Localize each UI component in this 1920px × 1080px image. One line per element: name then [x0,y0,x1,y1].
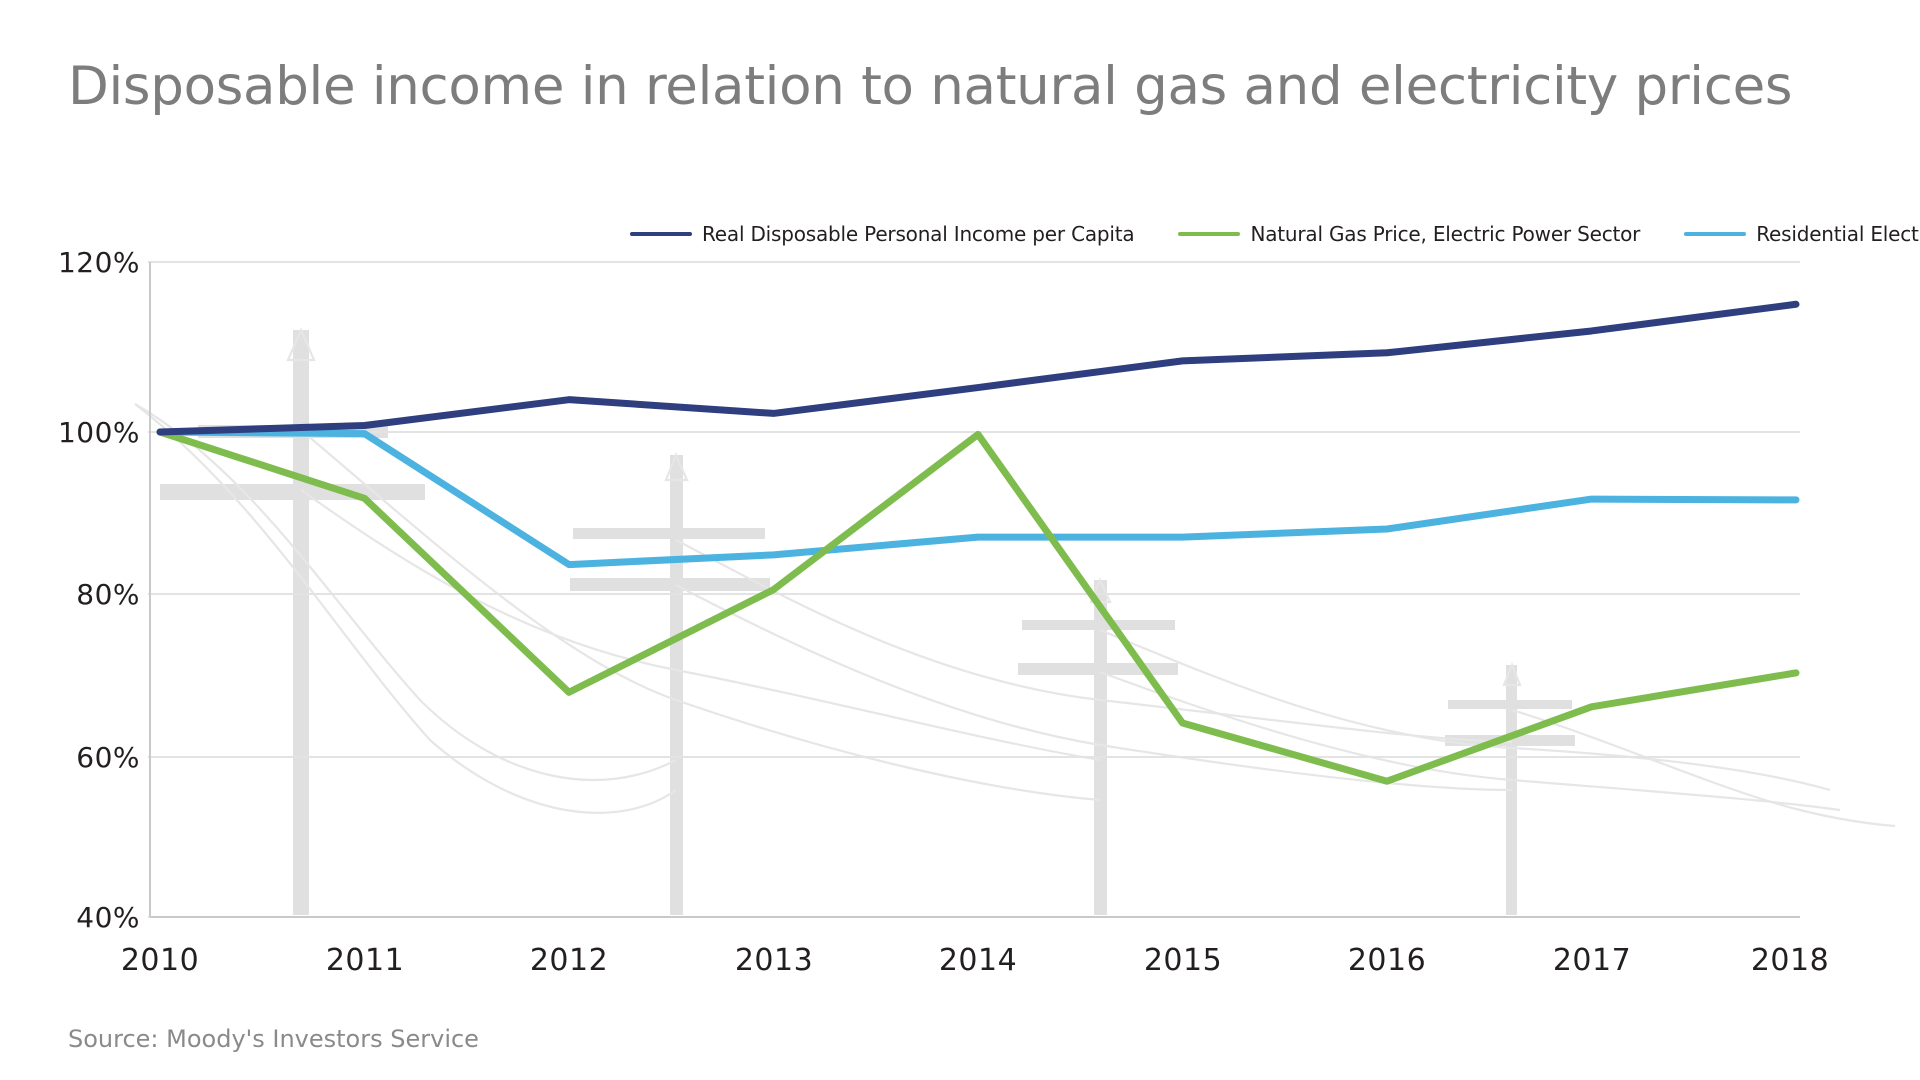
legend-swatch-line-icon [630,232,692,236]
y-tick-label-120: 120% [58,246,140,279]
chart-legend: Real Disposable Personal Income per Capi… [630,222,1920,246]
y-tick-label-80: 80% [76,578,140,611]
x-tick-label-2010: 2010 [121,943,199,978]
legend-label-income: Real Disposable Personal Income per Capi… [702,222,1135,246]
x-tick-label-2011: 2011 [326,943,404,978]
y-tick-label-60: 60% [76,741,140,774]
legend-label-electricity: Residential Electricity Prices [1756,222,1920,246]
x-tick-label-2012: 2012 [530,943,608,978]
source-note: Source: Moody's Investors Service [68,1025,479,1053]
legend-item-income[interactable]: Real Disposable Personal Income per Capi… [630,222,1135,246]
legend-item-natural-gas[interactable]: Natural Gas Price, Electric Power Sector [1178,222,1640,246]
x-tick-label-2018: 2018 [1751,943,1829,978]
legend-swatch-line-icon [1178,232,1241,236]
legend-item-electricity[interactable]: Residential Electricity Prices [1684,222,1920,246]
series-line-electricity[interactable] [156,428,1800,569]
series-line-income[interactable] [156,300,1800,436]
x-tick-label-2016: 2016 [1348,943,1426,978]
legend-swatch-line-icon [1684,232,1747,236]
legend-label-natural-gas: Natural Gas Price, Electric Power Sector [1250,222,1641,246]
x-tick-label-2015: 2015 [1144,943,1222,978]
series-line-natural-gas[interactable] [156,428,1800,785]
x-tick-label-2017: 2017 [1553,943,1631,978]
page-title: Disposable income in relation to natural… [68,56,1793,117]
y-tick-label-100: 100% [58,416,140,449]
x-tick-label-2014: 2014 [939,943,1017,978]
y-tick-label-40: 40% [76,901,140,934]
x-tick-label-2013: 2013 [735,943,813,978]
